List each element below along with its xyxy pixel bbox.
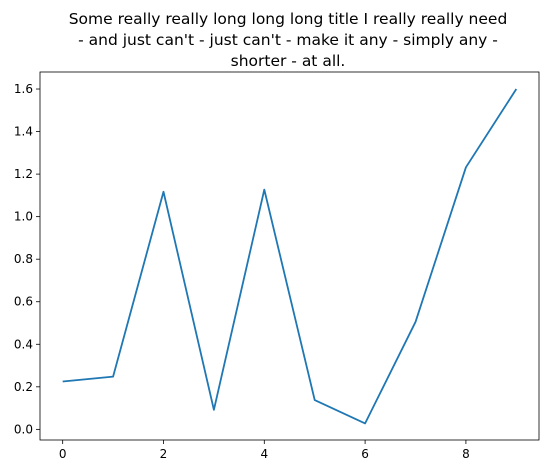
y-tick-label: 1.2 — [14, 167, 33, 181]
y-tick-label: 0.4 — [14, 337, 33, 351]
y-tick-label: 1.0 — [14, 210, 33, 224]
y-tick-label: 1.6 — [14, 82, 33, 96]
x-tick-label: 8 — [462, 447, 470, 461]
series-layer — [62, 88, 518, 425]
chart-title-line-3: shorter - at all. — [231, 52, 346, 70]
plot-frame — [39, 71, 540, 441]
y-tick-label: 0.2 — [14, 380, 33, 394]
y-axis: 0.0 0.2 0.4 0.6 0.8 1.0 1.2 1.4 1.6 — [14, 82, 40, 436]
y-tick-label: 0.6 — [14, 295, 33, 309]
x-tick-label: 0 — [59, 447, 67, 461]
x-tick-label: 6 — [361, 447, 369, 461]
chart-title-line-2: - and just can't - just can't - make it … — [78, 31, 498, 49]
chart-title-line-1: Some really really long long long title … — [69, 10, 508, 28]
series-line — [62, 88, 518, 425]
x-axis: 0 2 4 6 8 — [59, 440, 470, 461]
x-tick-label: 4 — [260, 447, 268, 461]
y-tick-label: 0.0 — [14, 422, 33, 436]
y-tick-label: 1.4 — [14, 125, 33, 139]
y-tick-label: 0.8 — [14, 252, 33, 266]
chart-title: Some really really long long long title … — [69, 10, 508, 70]
x-tick-label: 2 — [160, 447, 168, 461]
